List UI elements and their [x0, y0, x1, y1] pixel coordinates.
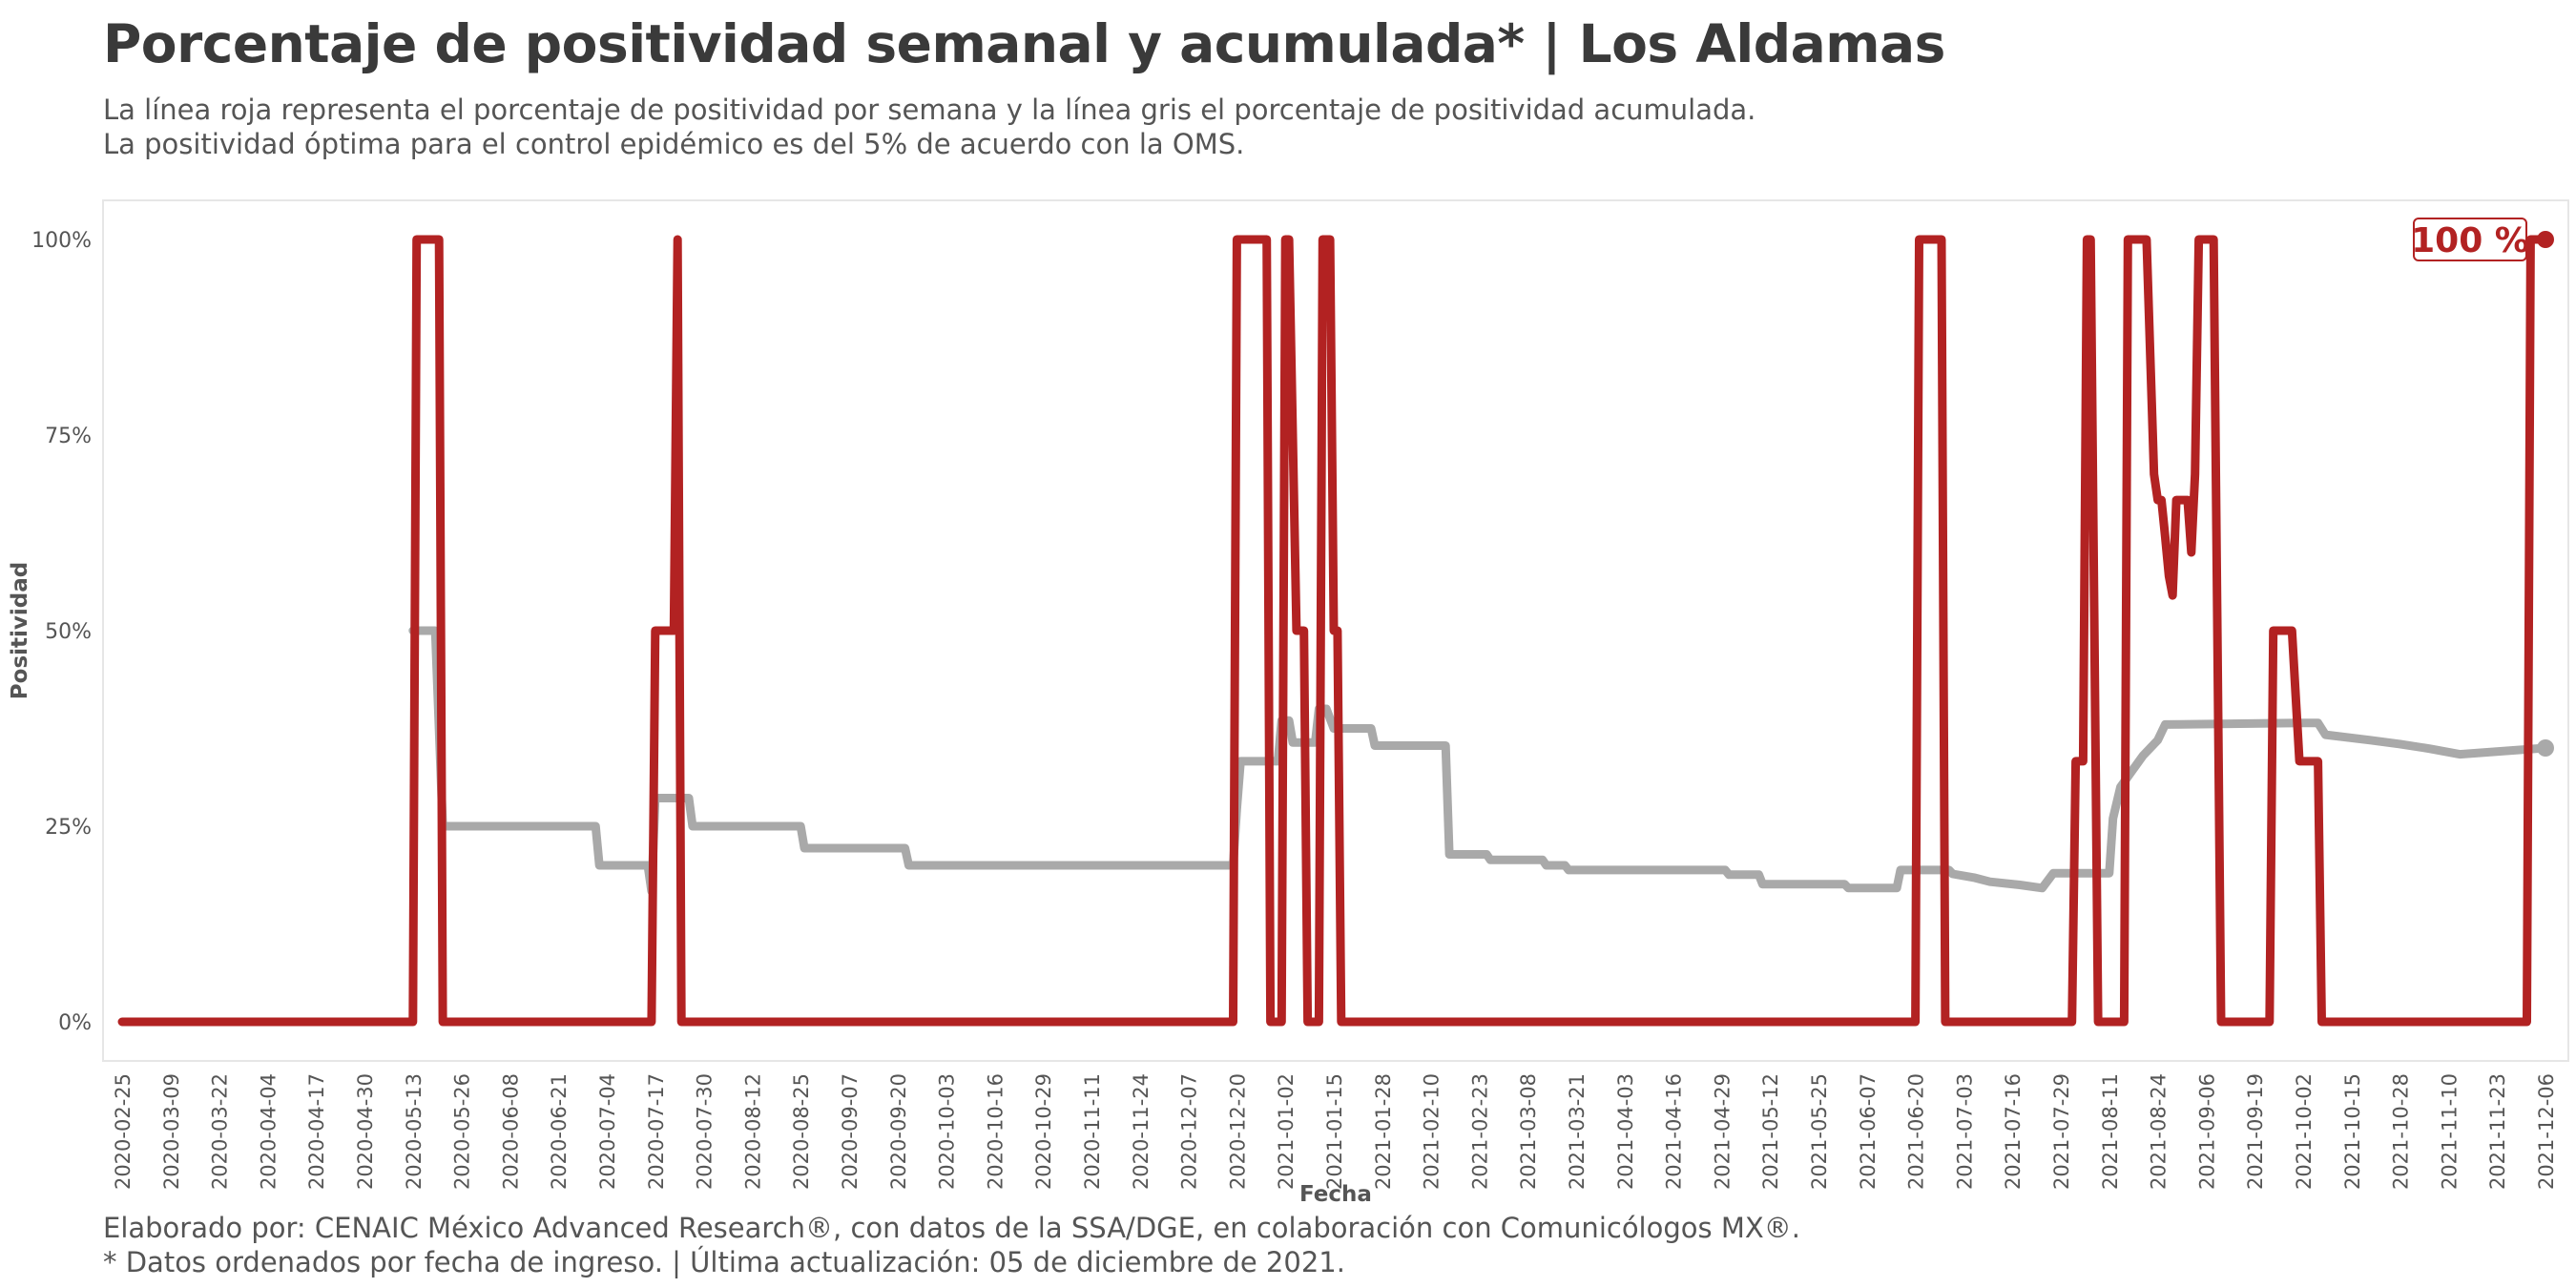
x-tick-label: 2020-09-07	[839, 1073, 862, 1190]
x-tick-label: 2020-03-09	[160, 1073, 183, 1190]
x-tick-label: 2021-07-16	[2002, 1073, 2025, 1190]
x-tick-label: 2021-04-16	[1663, 1073, 1686, 1190]
x-tick-label: 2020-10-29	[1032, 1073, 1055, 1190]
x-tick-label: 2021-10-28	[2390, 1073, 2413, 1190]
x-tick-label: 2020-07-04	[596, 1073, 619, 1190]
cumulative-positivity-line	[408, 626, 2550, 896]
x-tick-label: 2020-03-22	[209, 1073, 232, 1190]
y-tick-label: 0%	[58, 1011, 92, 1035]
x-tick-label: 2021-10-15	[2341, 1073, 2364, 1190]
x-tick-label: 2021-11-23	[2486, 1073, 2509, 1190]
x-tick-label: 2020-11-24	[1130, 1073, 1153, 1190]
x-tick-label: 2020-02-25	[112, 1073, 135, 1190]
x-tick-label: 2021-05-25	[1808, 1073, 1831, 1190]
x-tick-label: 2020-07-30	[694, 1073, 717, 1190]
x-tick-label: 2021-01-28	[1372, 1073, 1395, 1190]
x-tick-label: 2020-09-20	[887, 1073, 910, 1190]
x-tick-label: 2021-06-20	[1905, 1073, 1928, 1190]
x-tick-label: 2020-08-12	[741, 1073, 764, 1190]
x-tick-label: 2021-09-06	[2195, 1073, 2218, 1190]
x-tick-label: 2020-12-20	[1226, 1073, 1249, 1190]
x-tick-label: 2021-04-03	[1614, 1073, 1637, 1190]
x-tick-label: 2021-07-03	[1953, 1073, 1976, 1190]
positivity-chart: 0% 25% 50% 75% 100% 2020-02-25 2020-03-09 2020-…	[8, 199, 2569, 1207]
x-tick-label: 2021-01-02	[1275, 1073, 1298, 1190]
x-tick-label: 2021-08-24	[2148, 1073, 2171, 1190]
x-tick-label: 2020-12-07	[1178, 1073, 1201, 1190]
x-tick-label: 2020-10-16	[984, 1073, 1007, 1190]
x-tick-label: 2020-11-11	[1081, 1073, 1104, 1190]
x-tick-label: 2021-01-15	[1323, 1073, 1346, 1190]
cumulative-end-point	[2537, 739, 2554, 757]
y-axis-title: Positividad	[8, 562, 32, 699]
x-tick-label: 2021-03-08	[1517, 1073, 1540, 1190]
weekly-positivity-line	[117, 235, 2550, 1027]
x-tick-label: 2020-04-04	[257, 1073, 280, 1190]
x-tick-label: 2020-05-26	[451, 1073, 474, 1190]
x-tick-label: 2021-05-12	[1759, 1073, 1782, 1190]
x-tick-label: 2020-06-08	[499, 1073, 522, 1190]
x-tick-label: 2020-04-30	[354, 1073, 377, 1190]
weekly-end-point	[2537, 231, 2554, 248]
plot-panel	[102, 199, 2569, 1062]
chart-subtitle-line-1: La línea roja representa el porcentaje d…	[103, 93, 1756, 126]
x-tick-label: 2021-06-07	[1857, 1073, 1880, 1190]
chart-title: Porcentaje de positividad semanal y acum…	[103, 13, 1945, 74]
x-axis-title: Fecha	[1299, 1182, 1372, 1207]
x-tick-label: 2021-04-29	[1711, 1073, 1734, 1190]
x-tick-label: 2020-04-17	[305, 1073, 328, 1190]
x-tick-label: 2021-02-23	[1468, 1073, 1491, 1190]
y-tick-label: 100%	[31, 229, 92, 253]
x-tick-label: 2021-10-02	[2293, 1073, 2316, 1190]
x-tick-label: 2021-03-21	[1566, 1073, 1589, 1190]
y-tick-label: 50%	[45, 620, 92, 644]
x-tick-label: 2021-11-10	[2438, 1073, 2461, 1190]
caption-update-note: * Datos ordenados por fecha de ingreso. …	[103, 1246, 1345, 1278]
chart-subtitle-line-2: La positividad óptima para el control ep…	[103, 128, 1245, 160]
x-tick-label: 2021-12-06	[2535, 1073, 2558, 1190]
x-tick-label: 2021-08-11	[2099, 1073, 2122, 1190]
x-tick-label: 2020-07-17	[645, 1073, 668, 1190]
x-tick-label: 2021-09-19	[2244, 1073, 2267, 1190]
x-tick-label: 2020-05-13	[403, 1073, 426, 1190]
end-label-text: 100 %	[2411, 221, 2529, 260]
x-tick-label: 2021-02-10	[1421, 1073, 1444, 1190]
end-label-box	[2413, 218, 2527, 261]
x-tick-label: 2021-07-29	[2050, 1073, 2073, 1190]
x-tick-label: 2020-10-03	[936, 1073, 959, 1190]
y-tick-label: 75%	[45, 425, 92, 448]
x-tick-label: 2020-06-21	[548, 1073, 571, 1190]
caption-credits: Elaborado por: CENAIC México Advanced Re…	[103, 1212, 1800, 1244]
y-tick-label: 25%	[45, 816, 92, 840]
x-tick-label: 2020-08-25	[790, 1073, 813, 1190]
